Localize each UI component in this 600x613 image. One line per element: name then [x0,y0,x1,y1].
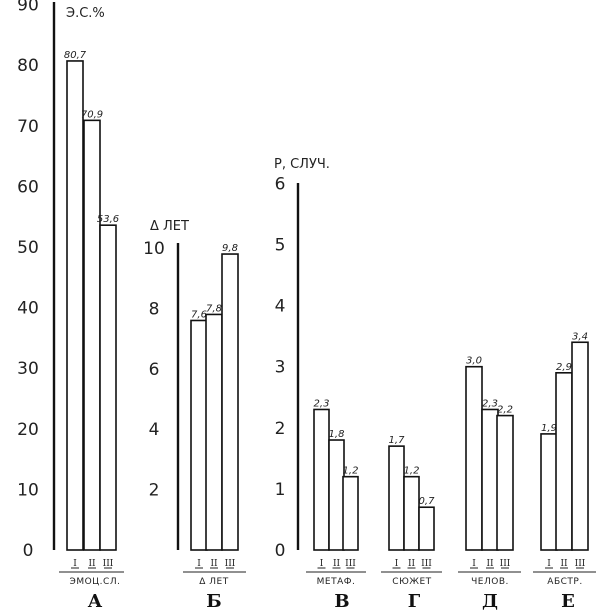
panel-a-bar [83,119,101,551]
panel-g-bar-value-label: 0,7 [419,496,436,507]
panel-d-bar-series-label: II [486,559,494,569]
panel-b-y-tick-label: 4 [149,420,160,440]
panel-v-bar-series-label: III [345,559,356,569]
panel-r-y-unit-label: Р, СЛУЧ. [274,157,330,172]
panel-v-bar [313,408,330,551]
panel-b-bar-value-label: 7,8 [206,303,222,314]
panel-a-y-tick-label: 0 [23,541,34,561]
panel-e-bar-series-label: III [575,559,586,569]
panel-a-y-tick-label: 80 [17,56,39,76]
panel-g-bar [388,445,405,551]
panel-d-bar-value-label: 2,3 [482,398,498,409]
panel-a-y-tick-label: 40 [17,299,39,319]
panel-e-bar [540,433,558,551]
panel-d-category-label: ЧЕЛОВ. [471,577,509,587]
panel-g-bar [418,506,435,551]
panel-e-bar-series-label: I [547,559,551,569]
panel-a-y-tick-label: 30 [17,359,39,379]
panel-b-bar-series-label: II [210,559,218,569]
panel-v-bar-series-label: I [320,559,324,569]
panel-b-bar [190,319,208,551]
panel-e-bar [571,341,589,551]
panel-r-y-tick-label: 0 [275,541,286,561]
panel-v-bar-value-label: 2,3 [314,398,330,409]
panel-d-bar-value-label: 2,2 [497,405,513,416]
panel-b-bar [205,313,223,551]
panel-r-y-tick-label: 3 [275,358,286,378]
panel-a-bar-value-label: 80,7 [64,50,87,61]
panel-v-bar [328,439,345,551]
panel-b-y-tick-label: 2 [149,481,160,501]
panel-b-bar-value-label: 7,6 [191,309,207,320]
panel-d-panel-letter: Д [482,591,498,612]
panel-b-bar [221,253,239,551]
panel-a-bar-series-label: III [103,559,114,569]
panel-b-y-tick-label: 10 [143,239,165,259]
panel-b-bar-series-label: III [225,559,236,569]
panel-g-bar-series-label: II [408,559,416,569]
panel-e-bar [555,372,573,551]
panel-b-y-tick-label: 6 [149,360,160,380]
panel-g-panel-letter: Г [408,591,421,612]
panel-a-y-tick-label: 90 [17,0,39,16]
panel-v-category-label: МЕТАФ. [317,577,356,587]
panel-e-bar-value-label: 3,4 [572,331,588,342]
panel-r-y-tick-label: 4 [275,297,286,317]
panel-a-y-unit-label: Э.С.% [66,6,105,21]
panel-v-bar-value-label: 1,2 [343,466,359,477]
panel-a-y-tick-label: 70 [17,117,39,137]
panel-g-bar-value-label: 1,7 [389,435,406,446]
panel-b-y-tick-label: 8 [149,299,160,319]
panel-a-y-tick-label: 50 [17,238,39,258]
panel-b-panel-letter: Б [206,591,221,612]
panel-g-bar-value-label: 1,2 [404,466,420,477]
panel-a-category-label: ЭМОЦ.СЛ. [70,577,121,587]
panel-g-bar [403,475,420,551]
panel-e-bar-series-label: II [560,559,568,569]
panel-b-y-unit-label: Δ ЛЕТ [150,219,189,234]
panel-a-bar-series-label: II [88,559,96,569]
panel-v-bar [342,475,359,551]
panel-v-panel-letter: В [334,591,349,612]
panel-d-bar [496,414,514,551]
panel-g-bar-series-label: I [395,559,399,569]
panel-a-bar-series-label: I [73,559,77,569]
panel-v-bar-value-label: 1,8 [329,429,345,440]
panel-d-bar [481,408,499,551]
panel-r-y-tick-label: 5 [275,236,286,256]
panel-a-bar [99,224,117,551]
panel-a-panel-letter: А [88,591,103,612]
panel-d-bar [465,365,483,551]
panel-a-bar [66,60,84,551]
panel-g-bar-series-label: III [421,559,432,569]
panel-e-panel-letter: Е [561,591,575,612]
panel-a-y-tick-label: 60 [17,177,39,197]
panel-e-bar-value-label: 1,9 [541,423,557,434]
panel-b-category-label: Δ ЛЕТ [199,577,228,587]
panel-d-bar-series-label: I [472,559,476,569]
panel-d-bar-series-label: III [500,559,511,569]
panel-a-bar-value-label: 53,6 [97,214,119,225]
panel-d-bar-value-label: 3,0 [466,356,482,367]
panel-a-y-tick-label: 10 [17,480,39,500]
panel-e-category-label: АБСТР. [547,577,582,587]
panel-e-bar-value-label: 2,9 [556,362,572,373]
panel-a-bar-value-label: 70,9 [81,109,103,120]
panel-r-y-tick-label: 1 [275,480,286,500]
panel-r-y-tick-label: 6 [275,174,286,194]
panel-g-category-label: СЮЖЕТ [392,577,431,587]
panel-b-bar-series-label: I [197,559,201,569]
panel-a-y-tick-label: 20 [17,420,39,440]
panel-v-bar-series-label: II [333,559,341,569]
panel-b-bar-value-label: 9,8 [222,243,238,254]
panel-r-y-tick-label: 2 [275,419,286,439]
